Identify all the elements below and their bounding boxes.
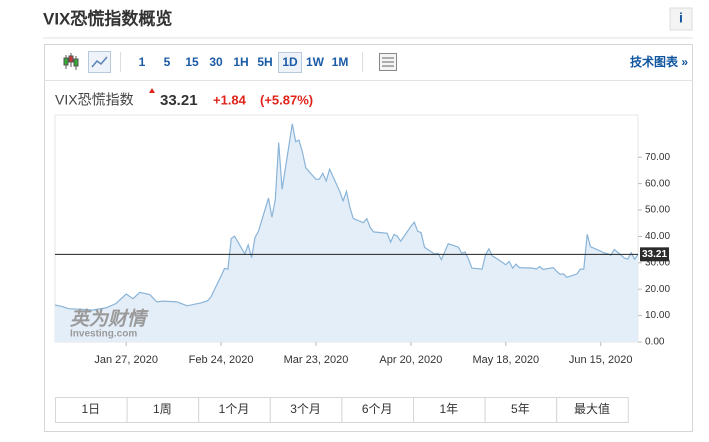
range-button[interactable]	[269, 397, 343, 423]
table-icon[interactable]	[379, 53, 397, 71]
y-tick-label: 60.00	[645, 178, 670, 189]
candle-icon[interactable]	[63, 53, 79, 70]
interval-button[interactable]: 1W	[306, 55, 325, 69]
range-label[interactable]: 1周	[153, 402, 172, 416]
x-tick-label: Jun 15, 2020	[569, 354, 633, 366]
widget-border	[44, 44, 693, 432]
info-button[interactable]	[669, 7, 693, 31]
range-label[interactable]: 5年	[511, 402, 530, 416]
x-tick-label: Jan 27, 2020	[94, 354, 158, 366]
y-tick-label: 0.00	[645, 337, 665, 348]
range-button[interactable]	[198, 397, 271, 423]
y-tick-label: 30.00	[645, 257, 670, 268]
x-tick-label: Mar 23, 2020	[284, 354, 349, 366]
interval-button[interactable]: 1H	[233, 55, 248, 69]
y-tick-label: 50.00	[645, 205, 670, 216]
range-button[interactable]	[126, 397, 200, 423]
watermark-brand: 英为财情	[70, 308, 149, 330]
last-price-tag	[640, 247, 669, 262]
page-title: VIX恐慌指数概览	[43, 8, 172, 28]
x-tick-label: Feb 24, 2020	[189, 354, 254, 366]
tech-chart-link[interactable]: 技术图表 »	[630, 54, 688, 69]
y-tick-label: 10.00	[645, 310, 670, 321]
range-button[interactable]	[55, 397, 128, 423]
y-tick-label: 40.00	[645, 231, 670, 242]
area-fill	[55, 123, 638, 342]
interval-button[interactable]: 1M	[332, 55, 349, 69]
interval-selected[interactable]	[278, 52, 302, 73]
y-tick-label: 70.00	[645, 152, 670, 163]
interval-button[interactable]: 30	[209, 55, 223, 69]
price-change: +1.84	[213, 92, 247, 107]
range-button[interactable]	[556, 397, 629, 423]
range-label[interactable]: 3个月	[290, 402, 321, 416]
percent-change: (+5.87%)	[260, 92, 313, 107]
price-line	[54, 123, 639, 311]
x-tick-label: May 18, 2020	[472, 354, 539, 366]
interval-button[interactable]: 5H	[257, 55, 272, 69]
range-label[interactable]: 1日	[81, 402, 100, 416]
range-label[interactable]: 6个月	[362, 402, 393, 416]
watermark-site: Investing.com	[70, 329, 137, 340]
last-price-label: 33.21	[642, 249, 667, 260]
up-arrow	[149, 88, 155, 93]
x-tick-label: Apr 20, 2020	[379, 354, 442, 366]
interval-button[interactable]: 1D	[282, 55, 298, 69]
range-label[interactable]: 1年	[439, 402, 458, 416]
range-label[interactable]: 1个月	[219, 402, 250, 416]
instrument-name: VIX恐慌指数	[55, 92, 134, 108]
line-icon[interactable]	[91, 56, 108, 68]
interval-button[interactable]: 5	[164, 55, 171, 69]
interval-button[interactable]: 1	[139, 55, 146, 69]
range-label[interactable]: 最大值	[574, 401, 610, 416]
y-tick-label: 20.00	[645, 284, 670, 295]
last-price: 33.21	[160, 92, 198, 109]
interval-button[interactable]: 15	[185, 55, 199, 69]
info-icon[interactable]: i	[679, 10, 683, 26]
